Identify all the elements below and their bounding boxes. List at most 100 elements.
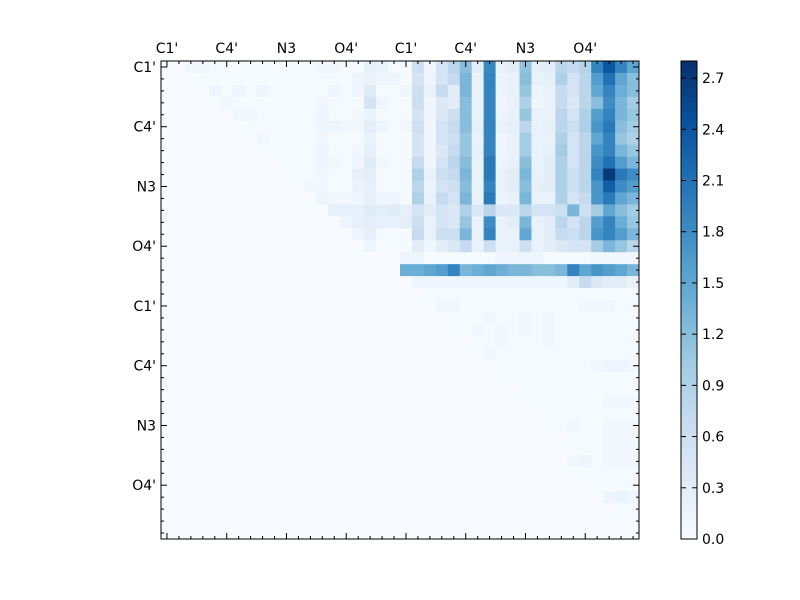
heatmap-cell xyxy=(411,168,425,181)
heatmap-cell xyxy=(603,527,616,540)
heatmap-cell xyxy=(292,156,305,169)
heatmap-cell xyxy=(507,347,520,361)
heatmap-cell xyxy=(615,156,628,169)
heatmap-cell xyxy=(304,407,317,420)
heatmap-cell xyxy=(447,371,461,385)
heatmap-cell xyxy=(447,455,461,468)
heatmap-cell xyxy=(471,479,485,492)
heatmap-cell xyxy=(316,419,329,432)
heatmap-cell xyxy=(495,407,508,420)
heatmap-cell xyxy=(352,192,365,205)
heatmap-cell xyxy=(555,96,568,110)
heatmap-cell xyxy=(555,72,568,86)
heatmap-cell xyxy=(471,132,485,146)
heatmap-cell xyxy=(376,228,389,241)
heatmap-cell xyxy=(400,335,413,349)
heatmap-cell xyxy=(411,419,425,432)
heatmap-cell xyxy=(244,419,257,432)
heatmap-cell xyxy=(411,347,425,361)
heatmap-cell xyxy=(208,527,222,540)
heatmap-cell xyxy=(244,323,257,337)
heatmap-cell xyxy=(388,431,401,444)
heatmap-cell xyxy=(184,288,198,301)
heatmap-cell xyxy=(627,443,640,456)
heatmap-cell xyxy=(172,455,186,468)
heatmap-cell xyxy=(196,467,210,480)
heatmap-cell xyxy=(388,323,401,337)
heatmap-cell xyxy=(555,419,568,432)
heatmap-cell xyxy=(376,407,389,420)
heatmap-cell xyxy=(567,96,580,110)
heatmap-cell xyxy=(280,84,293,98)
heatmap-cell xyxy=(376,240,389,253)
heatmap-cell xyxy=(400,503,413,516)
heatmap-cell xyxy=(603,228,616,241)
heatmap-cell xyxy=(292,204,305,217)
heatmap-cell xyxy=(340,371,353,385)
heatmap-cell xyxy=(555,168,568,181)
heatmap-cell xyxy=(543,168,556,181)
heatmap-cell xyxy=(220,61,234,74)
heatmap-cell xyxy=(519,419,532,432)
heatmap-cell xyxy=(495,72,508,86)
heatmap-cell xyxy=(364,491,377,504)
heatmap-cell xyxy=(232,168,246,181)
heatmap-cell xyxy=(471,108,485,122)
heatmap-cell xyxy=(304,61,317,74)
heatmap-cell xyxy=(232,323,246,337)
heatmap-cell xyxy=(316,144,329,157)
heatmap-cell xyxy=(591,503,604,516)
heatmap-cell xyxy=(411,132,425,146)
heatmap-cell xyxy=(567,419,580,432)
heatmap-cell xyxy=(256,276,269,289)
heatmap-cell xyxy=(627,455,640,468)
x-tick-label: N3 xyxy=(277,41,296,57)
heatmap-cell xyxy=(435,359,449,373)
heatmap-cell xyxy=(172,192,186,205)
heatmap-cell xyxy=(232,443,246,456)
heatmap-cell xyxy=(423,443,437,456)
heatmap-cell xyxy=(184,371,198,385)
heatmap-cell xyxy=(161,431,174,444)
heatmap-cell xyxy=(435,228,449,241)
heatmap-cell xyxy=(411,407,425,420)
heatmap-cell xyxy=(483,276,496,289)
heatmap-cell xyxy=(268,383,281,396)
heatmap-cell xyxy=(507,156,520,169)
heatmap-cell xyxy=(208,240,222,253)
heatmap-cell xyxy=(244,120,257,134)
heatmap-cell xyxy=(172,359,186,373)
heatmap-cell xyxy=(268,288,281,301)
heatmap-cell xyxy=(591,72,604,86)
heatmap-cell xyxy=(471,192,485,205)
heatmap-cell xyxy=(172,96,186,110)
heatmap-cell xyxy=(172,228,186,241)
heatmap-cell xyxy=(423,479,437,492)
heatmap-cell xyxy=(555,180,568,193)
heatmap-cell xyxy=(292,228,305,241)
heatmap-cell xyxy=(388,527,401,540)
heatmap-cell xyxy=(603,120,616,134)
heatmap-cell xyxy=(507,120,520,134)
heatmap-cell xyxy=(184,335,198,349)
heatmap-cell xyxy=(268,192,281,205)
heatmap-cell xyxy=(603,503,616,516)
heatmap-cell xyxy=(435,120,449,134)
heatmap-cell xyxy=(376,96,389,110)
heatmap-cell xyxy=(172,276,186,289)
heatmap-cell xyxy=(340,192,353,205)
heatmap-cell xyxy=(340,395,353,408)
heatmap-cell xyxy=(232,419,246,432)
heatmap-cell xyxy=(340,132,353,146)
heatmap-cell xyxy=(495,61,508,74)
heatmap-cell xyxy=(328,359,341,373)
heatmap-cell xyxy=(292,288,305,301)
heatmap-cell xyxy=(531,503,544,516)
heatmap-cell xyxy=(543,216,556,229)
heatmap-cell xyxy=(447,383,461,396)
heatmap-cell xyxy=(495,192,508,205)
heatmap-cell xyxy=(340,383,353,396)
heatmap-cell xyxy=(364,264,377,277)
heatmap-cell xyxy=(531,240,544,253)
heatmap-cell xyxy=(543,204,556,217)
